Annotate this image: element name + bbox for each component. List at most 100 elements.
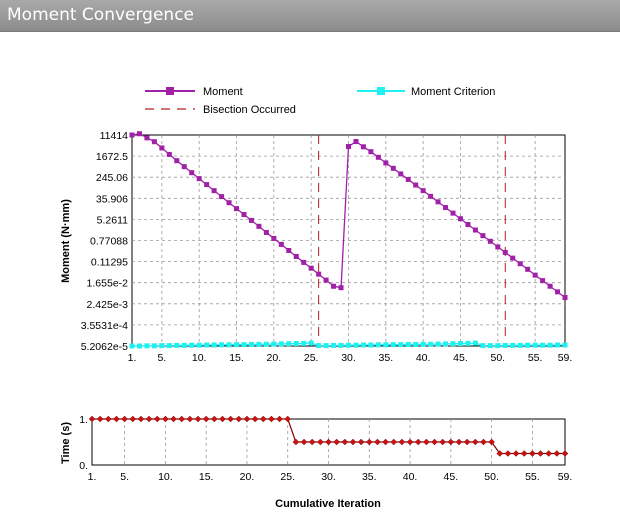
time-point [317, 438, 324, 446]
moment-point [405, 176, 411, 182]
time-plot: 1.0. 1. 5. 10. 15. 20. 25. 30. 35. 40. 45. 50. 55. 5… [60, 414, 572, 510]
criterion-point [241, 342, 247, 348]
time-point [251, 415, 259, 423]
time-point [178, 415, 185, 423]
criterion-point [338, 342, 344, 348]
time-x-tick-label: 40. [403, 471, 418, 483]
moment-point [301, 259, 307, 265]
legend-criterion[interactable]: Moment Criterion [357, 86, 495, 98]
moment-x-tick-label: 20. [267, 352, 282, 364]
legend-bisection[interactable]: Bisection Occurred [145, 104, 296, 116]
time-x-tick-label: 25. [280, 471, 295, 483]
criterion-point [413, 341, 419, 347]
time-point [349, 438, 357, 446]
time-point [398, 438, 406, 446]
moment-y-tick-label: 5.2611 [97, 214, 128, 226]
criterion-point [278, 341, 284, 347]
moment-point [219, 194, 225, 200]
time-point [194, 415, 202, 423]
moment-point [487, 238, 493, 244]
moment-point [525, 266, 531, 272]
legend-moment[interactable]: Moment [145, 86, 243, 98]
time-x-tick-label: 1. [88, 471, 97, 483]
time-series [88, 415, 569, 457]
time-point [129, 415, 137, 423]
time-point [537, 450, 544, 457]
moment-point [480, 233, 486, 239]
moment-y-tick-label: 2.425e-3 [87, 299, 129, 311]
moment-point [181, 164, 187, 170]
criterion-point [316, 343, 322, 349]
moment-point [383, 160, 389, 166]
time-x-tick-labels: 1. 5. 10. 15. 20. 25. 30. 35. 40. 45. 50. 55. 59. [88, 471, 573, 483]
moment-x-tick-label: 35. [379, 352, 394, 364]
time-point [325, 438, 332, 446]
criterion-point [450, 341, 456, 347]
moment-point [234, 206, 240, 212]
criterion-marker-icon [377, 87, 385, 95]
moment-point [465, 222, 471, 228]
moment-point [136, 131, 142, 137]
moment-x-tick-label: 30. [341, 352, 356, 364]
time-point [243, 415, 251, 423]
criterion-point [331, 342, 337, 348]
criterion-point [472, 340, 478, 346]
criterion-point [256, 341, 262, 347]
time-point [341, 438, 349, 446]
criterion-point [211, 342, 217, 348]
time-point [406, 438, 414, 446]
legend: Moment Moment Criterion Bisection Occurr… [145, 86, 495, 116]
criterion-point [360, 342, 366, 348]
time-point [390, 438, 398, 446]
criterion-point [547, 342, 553, 348]
moment-point [241, 212, 247, 218]
criterion-point [480, 343, 486, 349]
moment-point [390, 165, 396, 171]
moment-point [211, 188, 217, 194]
time-point [284, 415, 292, 423]
criterion-point [517, 342, 523, 348]
moment-point [562, 295, 568, 301]
time-x-tick-label: 15. [199, 471, 214, 483]
moment-point [189, 170, 195, 176]
legend-moment-label: Moment [203, 86, 243, 98]
moment-y-tick-label: 1672.5 [96, 151, 128, 163]
time-point [202, 415, 210, 423]
moment-point [159, 145, 165, 151]
time-point [463, 438, 471, 446]
criterion-point [540, 342, 546, 348]
time-point [529, 450, 536, 457]
time-y-tick-label: 0. [79, 460, 88, 472]
time-y-axis-title: Time (s) [60, 422, 72, 464]
moment-x-tick-label: 40. [416, 352, 431, 364]
criterion-point [465, 340, 471, 346]
time-point [137, 415, 145, 423]
moment-point [166, 151, 172, 157]
moment-point [271, 235, 277, 241]
time-point [153, 415, 161, 423]
moment-point [129, 132, 135, 138]
criterion-point [226, 342, 232, 348]
time-plot-grid [124, 419, 533, 465]
criterion-point [375, 342, 381, 348]
criterion-point [129, 343, 135, 349]
legend-criterion-label: Moment Criterion [411, 86, 495, 98]
moment-point [532, 272, 538, 278]
moment-point [368, 149, 374, 155]
time-point [423, 438, 430, 446]
moment-y-tick-label: 35.906 [96, 193, 128, 205]
criterion-point [219, 342, 225, 348]
moment-y-tick-label: 3.5531e-4 [81, 320, 128, 332]
moment-x-tick-label: 1. [128, 352, 137, 364]
time-point [545, 450, 552, 457]
moment-point [226, 200, 232, 206]
time-x-tick-label: 10. [158, 471, 173, 483]
time-x-tick-label: 5. [120, 471, 129, 483]
time-point [162, 415, 169, 423]
moment-plot: 11414 1672.5 245.06 35.906 5.2611 0.77088 0.11… [60, 130, 572, 364]
moment-y-tick-labels: 11414 1672.5 245.06 35.906 5.2611 0.77088 0.11… [81, 130, 128, 353]
moment-point [316, 271, 322, 277]
time-y-tick-labels: 1. 0. [79, 414, 88, 472]
moment-point [435, 199, 441, 205]
criterion-point [428, 341, 434, 347]
